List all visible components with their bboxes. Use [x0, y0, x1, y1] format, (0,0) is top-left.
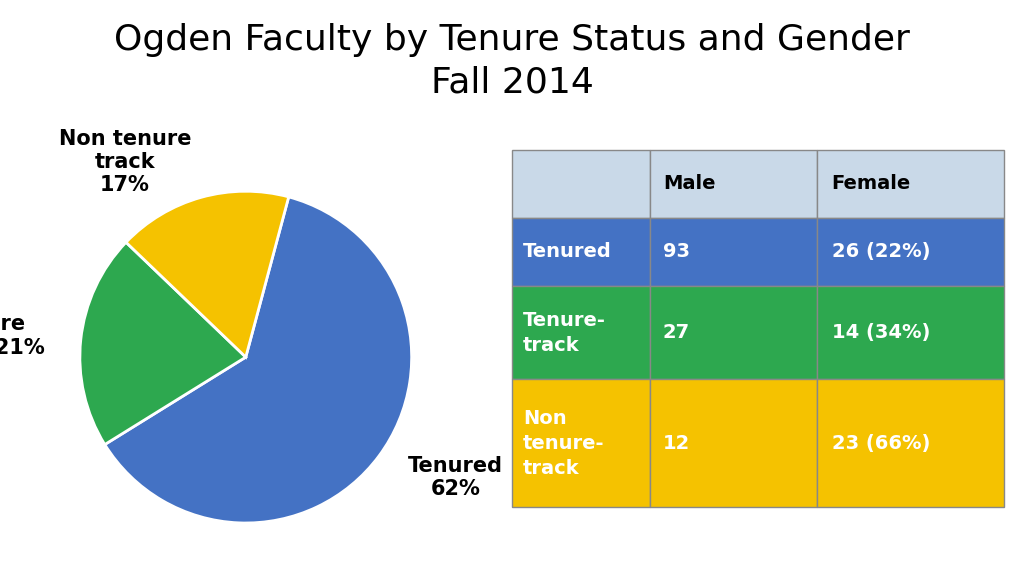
Wedge shape [126, 191, 289, 357]
FancyBboxPatch shape [817, 218, 1004, 286]
FancyBboxPatch shape [649, 380, 817, 507]
Text: 14 (34%): 14 (34%) [831, 323, 930, 342]
Text: 23 (66%): 23 (66%) [831, 434, 930, 453]
Text: 93: 93 [663, 242, 690, 262]
FancyBboxPatch shape [512, 286, 649, 380]
FancyBboxPatch shape [649, 286, 817, 380]
FancyBboxPatch shape [817, 150, 1004, 218]
FancyBboxPatch shape [512, 218, 649, 286]
Wedge shape [80, 242, 246, 445]
FancyBboxPatch shape [817, 286, 1004, 380]
Wedge shape [104, 197, 412, 523]
Text: Non
tenure-
track: Non tenure- track [523, 408, 604, 478]
Text: Ogden Faculty by Tenure Status and Gender
Fall 2014: Ogden Faculty by Tenure Status and Gende… [114, 23, 910, 99]
Text: Tenured: Tenured [523, 242, 611, 262]
Text: Non tenure
track
17%: Non tenure track 17% [58, 129, 191, 195]
FancyBboxPatch shape [649, 150, 817, 218]
Text: 12: 12 [663, 434, 690, 453]
Text: 27: 27 [663, 323, 690, 342]
FancyBboxPatch shape [512, 380, 649, 507]
Text: Tenured
62%: Tenured 62% [409, 456, 503, 499]
FancyBboxPatch shape [817, 380, 1004, 507]
Text: Female: Female [831, 175, 911, 194]
FancyBboxPatch shape [649, 218, 817, 286]
Text: Tenure
track 21%: Tenure track 21% [0, 314, 44, 358]
FancyBboxPatch shape [512, 150, 649, 218]
Text: 26 (22%): 26 (22%) [831, 242, 930, 262]
Text: Male: Male [663, 175, 716, 194]
Text: Tenure-
track: Tenure- track [523, 310, 606, 355]
